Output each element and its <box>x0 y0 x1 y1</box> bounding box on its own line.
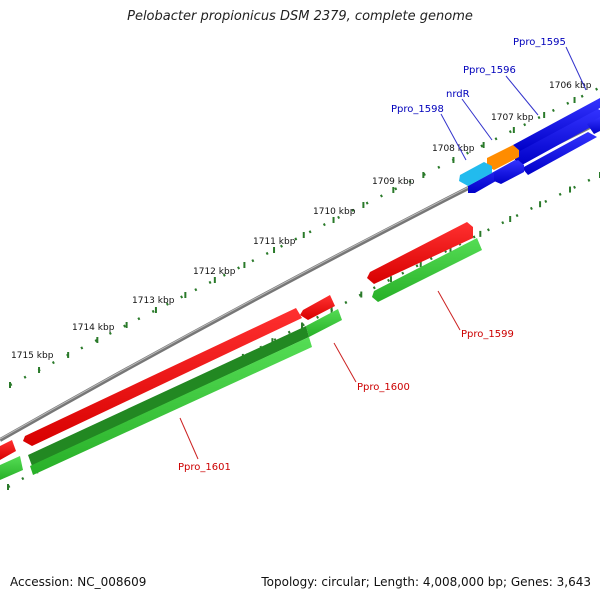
label-ppro-1601: Ppro_1601 <box>178 462 231 473</box>
leader-nrdr <box>461 98 493 141</box>
gene-ppro-1596[interactable] <box>468 160 524 193</box>
leader-ppro-1601 <box>179 417 199 460</box>
scale-label-1712: 1712 kbp <box>193 267 236 277</box>
scale-label-1708: 1708 kbp <box>432 144 475 154</box>
scale-label-1707: 1707 kbp <box>491 113 534 123</box>
scale-label-1711: 1711 kbp <box>253 237 296 247</box>
genome-title: Pelobacter propionicus DSM 2379, complet… <box>127 9 473 24</box>
accession-text: Accession: NC_008609 <box>10 575 147 589</box>
label-nrdr: nrdR <box>446 89 470 100</box>
scale-ticks-outer <box>9 97 576 388</box>
label-ppro-1595: Ppro_1595 <box>513 37 566 48</box>
gene-nrdr[interactable] <box>487 145 519 170</box>
label-ppro-1596: Ppro_1596 <box>463 65 516 76</box>
leader-ppro-1599 <box>437 290 461 331</box>
gene-left-edge <box>0 440 23 480</box>
leader-ppro-1598 <box>440 113 467 161</box>
scale-label-1713: 1713 kbp <box>132 296 175 306</box>
label-ppro-1600: Ppro_1600 <box>357 382 410 393</box>
gene-ppro-1600[interactable] <box>300 295 342 337</box>
leader-ppro-1600 <box>333 342 357 383</box>
gene-ppro-1598[interactable] <box>459 162 492 186</box>
scale-label-1710: 1710 kbp <box>313 207 356 217</box>
scale-label-1715: 1715 kbp <box>11 351 54 361</box>
gene-ppro-1595[interactable] <box>515 108 600 175</box>
leader-ppro-1596 <box>505 75 539 116</box>
label-ppro-1598: Ppro_1598 <box>391 104 444 115</box>
gene-forward-track <box>513 98 600 151</box>
scale-label-1706: 1706 kbp <box>549 81 592 91</box>
scale-label-1714: 1714 kbp <box>72 323 115 333</box>
gene-ppro-1599[interactable] <box>367 222 482 302</box>
label-ppro-1599: Ppro_1599 <box>461 329 514 340</box>
genome-summary: Topology: circular; Length: 4,008,000 bp… <box>261 575 591 589</box>
scale-label-1709: 1709 kbp <box>372 177 415 187</box>
gene-ppro-1601[interactable] <box>23 308 312 475</box>
leader-ppro-1595 <box>565 46 587 91</box>
